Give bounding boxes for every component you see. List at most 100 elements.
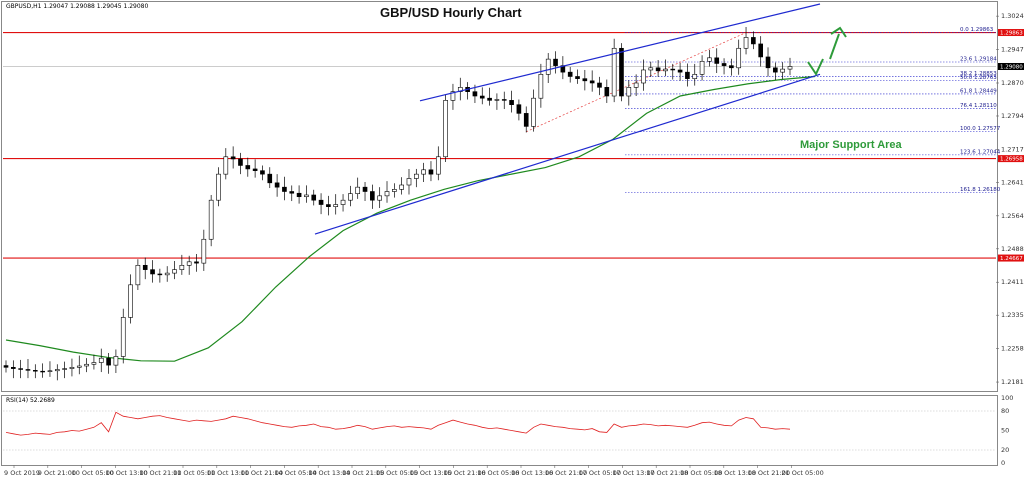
candle-body bbox=[509, 100, 514, 105]
fib-level-label: 38.2 1.28853 bbox=[960, 71, 997, 77]
x-tick-label: 15 Oct 13:00 bbox=[410, 469, 452, 477]
level-price-tag bbox=[998, 29, 1024, 37]
candle-body bbox=[553, 58, 558, 66]
x-tick-label: 10 Oct 05:00 bbox=[72, 469, 114, 477]
candle-body bbox=[91, 362, 97, 365]
candle-body bbox=[523, 113, 529, 127]
fib-level-label: 61.8 1.28449 bbox=[960, 88, 997, 94]
candle-body bbox=[582, 78, 588, 82]
candles bbox=[3, 27, 793, 381]
x-tick-label: 9 Oct 21:00 bbox=[38, 469, 76, 477]
candle-body bbox=[40, 370, 45, 373]
candle-body bbox=[377, 195, 382, 201]
candle-body bbox=[69, 366, 75, 369]
arrows bbox=[807, 26, 847, 77]
rsi-line bbox=[5, 411, 791, 436]
candle-body bbox=[589, 80, 595, 84]
x-tick-label: 9 Oct 2019 bbox=[4, 469, 40, 477]
candle-body bbox=[714, 57, 720, 64]
candle-body bbox=[172, 269, 177, 274]
x-tick-label: 15 Oct 21:00 bbox=[443, 469, 485, 477]
candle-body bbox=[296, 192, 302, 198]
fib-level-label: 76.4 1.28110 bbox=[960, 103, 997, 109]
moving-average bbox=[5, 75, 816, 362]
candle-body bbox=[289, 191, 295, 194]
candle-body bbox=[399, 184, 404, 190]
candle-body bbox=[487, 97, 492, 101]
candle-body bbox=[531, 97, 536, 127]
x-tick-label: 16 Oct 05:00 bbox=[477, 469, 519, 477]
x-tick-label: 14 Oct 05:00 bbox=[274, 469, 316, 477]
candle-body bbox=[406, 178, 412, 186]
candle-body bbox=[208, 199, 214, 240]
candle-body bbox=[421, 169, 426, 175]
channel-lower-line bbox=[314, 73, 821, 235]
candle-body bbox=[54, 369, 60, 372]
x-tick-label: 17 Oct 05:00 bbox=[579, 469, 621, 477]
y-tick-label: 1.21810 bbox=[1001, 378, 1024, 386]
x-tick-label: 17 Oct 13:00 bbox=[612, 469, 654, 477]
x-tick-label: 11 Oct 21:00 bbox=[241, 469, 283, 477]
candle-body bbox=[516, 104, 522, 114]
candle-body bbox=[260, 170, 265, 175]
rsi-tick-label: 100 bbox=[1001, 394, 1013, 402]
level-price-label: 1.24667 bbox=[1000, 256, 1023, 262]
candle-body bbox=[641, 69, 646, 84]
candle-body bbox=[392, 189, 397, 192]
candle-body bbox=[736, 47, 742, 69]
candle-body bbox=[32, 370, 38, 372]
candle-body bbox=[62, 368, 67, 370]
fib-level-label: 50.0 1.28763 bbox=[960, 75, 997, 81]
level-price-tag bbox=[998, 155, 1024, 163]
candle-body bbox=[479, 95, 485, 99]
rsi-panel-frame bbox=[1, 395, 998, 466]
current-price-tag bbox=[998, 63, 1024, 71]
x-tick-label: 10 Oct 21:00 bbox=[139, 469, 181, 477]
candle-body bbox=[428, 169, 434, 175]
candle-body bbox=[721, 63, 727, 66]
rsi-tick-label: 80 bbox=[1001, 407, 1009, 415]
candle-body bbox=[384, 191, 390, 197]
candle-body bbox=[150, 269, 155, 275]
candle-body bbox=[223, 156, 229, 175]
fib-level-label: 0.0 1.29863 bbox=[960, 27, 994, 33]
candle-body bbox=[765, 56, 771, 69]
candle-body bbox=[677, 69, 683, 73]
x-tick-label: 14 Oct 21:00 bbox=[342, 469, 384, 477]
candle-body bbox=[355, 186, 361, 194]
candle-body bbox=[619, 47, 624, 97]
candle-body bbox=[633, 82, 639, 88]
candle-body bbox=[311, 194, 317, 201]
candle-body bbox=[545, 58, 551, 75]
horizontal-levels: 1.29863 1.26958 1.24667 1.29080 bbox=[3, 29, 1024, 262]
candle-body bbox=[692, 74, 698, 79]
fib-level-label: 123.6 1.27044 bbox=[960, 149, 1001, 155]
candle-body bbox=[11, 366, 16, 369]
check-mark bbox=[807, 58, 824, 77]
candle-body bbox=[267, 173, 273, 184]
level-price-label: 1.29863 bbox=[1000, 31, 1023, 37]
candle-body bbox=[274, 182, 280, 188]
candle-body bbox=[450, 91, 456, 101]
channel-upper-line bbox=[419, 3, 821, 102]
candle-body bbox=[626, 87, 632, 97]
candle-body bbox=[348, 193, 353, 201]
candle-body bbox=[751, 37, 756, 45]
x-tick-label: 18 Oct 21:00 bbox=[748, 469, 790, 477]
y-tick-label: 1.27940 bbox=[1001, 112, 1024, 120]
candle-body bbox=[604, 87, 610, 97]
candle-body bbox=[472, 91, 478, 97]
fib-level-label: 100.0 1.27577 bbox=[960, 126, 1001, 132]
x-tick-label: 14 Oct 13:00 bbox=[308, 469, 350, 477]
candle-body bbox=[47, 370, 53, 372]
x-tick-label: 18 Oct 05:00 bbox=[680, 469, 722, 477]
y-tick-label: 1.24880 bbox=[1001, 245, 1024, 253]
candle-body bbox=[230, 156, 236, 160]
candle-body bbox=[370, 191, 375, 201]
y-tick-label: 1.26410 bbox=[1001, 178, 1024, 186]
candle-body bbox=[18, 368, 23, 370]
candle-body bbox=[186, 261, 192, 266]
